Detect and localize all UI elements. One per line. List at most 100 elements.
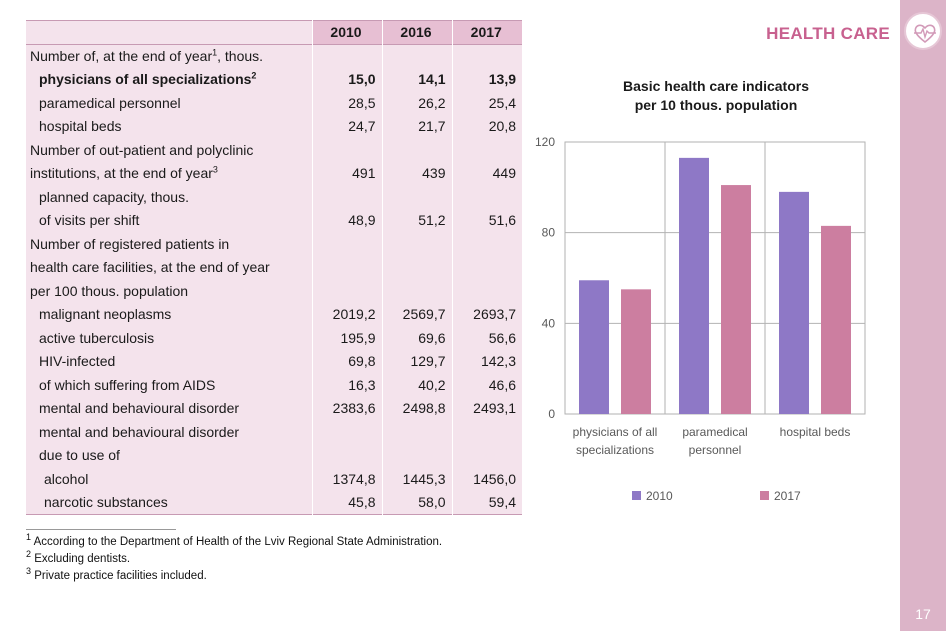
header-blank-cell [26,20,312,44]
indicators-table: 2010 2016 2017 Number of, at the end of … [26,20,522,515]
legend-label: 2017 [774,489,801,503]
value-cell [381,138,452,162]
value-cell: 1445,3 [381,467,452,491]
value-cell: 46,6 [451,373,522,397]
row-label: alcohol [26,467,312,491]
side-band [900,0,946,631]
value-cell: 15,0 [311,67,382,91]
row-label: Number of out-patient and polyclinic [26,138,312,162]
value-cell [311,138,382,162]
value-cell [451,232,522,256]
value-cell [451,185,522,209]
footnote: 3 Private practice facilities included. [26,566,207,582]
value-cell [311,44,382,68]
x-tick-label: hospital beds [780,425,851,439]
x-tick-label: paramedical [682,425,747,439]
value-cell: 24,7 [311,114,382,138]
value-cell: 69,8 [311,349,382,373]
table-row: paramedical personnel 28,5 26,2 25,4 [26,91,522,115]
section-title: HEALTH CARE [766,24,890,43]
row-label: institutions, at the end of year3 [26,161,312,185]
value-cell: 2019,2 [311,302,382,326]
value-cell: 40,2 [381,373,452,397]
heartbeat-icon [904,12,942,50]
legend-swatch [632,491,641,500]
footnote: 1 According to the Department of Health … [26,532,443,548]
y-tick-label: 40 [542,316,556,330]
legend-swatch [760,491,769,500]
value-cell [381,443,452,467]
value-cell: 129,7 [381,349,452,373]
value-cell [381,255,452,279]
row-label: malignant neoplasms [26,302,312,326]
value-cell: 56,6 [451,326,522,350]
row-label: due to use of [26,443,312,467]
value-cell: 16,3 [311,373,382,397]
table-row: of visits per shift 48,9 51,2 51,6 [26,208,522,232]
chart-title: Basic health care indicators per 10 thou… [566,77,866,115]
value-cell [451,138,522,162]
value-cell: 195,9 [311,326,382,350]
value-cell: 25,4 [451,91,522,115]
value-cell: 20,8 [451,114,522,138]
legend-label: 2010 [646,489,673,503]
row-label: physicians of all specializations2 [26,67,312,91]
table-row: alcohol 1374,8 1445,3 1456,0 [26,467,522,491]
x-tick-label: physicians of all [573,425,658,439]
table-row: Number of, at the end of year1, thous. [26,44,522,68]
table-row: narcotic substances 45,8 58,0 59,4 [26,490,522,514]
table-row: Number of out-patient and polyclinic [26,138,522,162]
bar [779,191,809,414]
row-label: of which suffering from AIDS [26,373,312,397]
bar-chart: 0 40 80 120 physicians of all specializations… [535,135,866,503]
row-label: mental and behavioural disorder [26,396,312,420]
value-cell [451,44,522,68]
value-cell: 1374,8 [311,467,382,491]
value-cell: 48,9 [311,208,382,232]
row-label: hospital beds [26,114,312,138]
table-row: HIV-infected 69,8 129,7 142,3 [26,349,522,373]
plot-frame [564,141,866,415]
value-cell: 21,7 [381,114,452,138]
value-cell: 439 [381,161,452,185]
table-row: institutions, at the end of year3 491 439 4… [26,161,522,185]
row-label: planned capacity, thous. [26,185,312,209]
value-cell: 59,4 [451,490,522,514]
bar [679,157,709,414]
y-tick-label: 80 [542,226,556,240]
x-tick-label: personnel [689,443,742,457]
value-cell [451,443,522,467]
row-label: mental and behavioural disorder [26,420,312,444]
table-row: due to use of [26,443,522,467]
row-label: narcotic substances [26,490,312,514]
value-cell [381,44,452,68]
table-row: mental and behavioural disorder [26,420,522,444]
value-cell [381,232,452,256]
bar [821,225,851,414]
table-header-row: 2010 2016 2017 [26,20,522,44]
page-number: 17 [915,606,931,622]
column-header: 2016 [381,20,452,44]
row-label: active tuberculosis [26,326,312,350]
table-row: per 100 thous. population [26,279,522,303]
bar [721,185,751,414]
value-cell [451,255,522,279]
table-row: mental and behavioural disorder 2383,6 249… [26,396,522,420]
chart-title-line: per 10 thous. population [634,97,798,113]
value-cell [311,255,382,279]
row-label: paramedical personnel [26,91,312,115]
footnotes: 1 According to the Department of Health … [26,532,443,585]
value-cell [311,232,382,256]
value-cell: 2569,7 [381,302,452,326]
value-cell: 14,1 [381,67,452,91]
row-label: health care facilities, at the end of ye… [26,255,312,279]
row-label: HIV-infected [26,349,312,373]
value-cell: 69,6 [381,326,452,350]
value-cell [311,279,382,303]
table-row: physicians of all specializations2 15,0 14… [26,67,522,91]
value-cell: 491 [311,161,382,185]
table-row: health care facilities, at the end of ye… [26,255,522,279]
value-cell: 2493,1 [451,396,522,420]
bar [579,280,609,414]
value-cell: 2693,7 [451,302,522,326]
